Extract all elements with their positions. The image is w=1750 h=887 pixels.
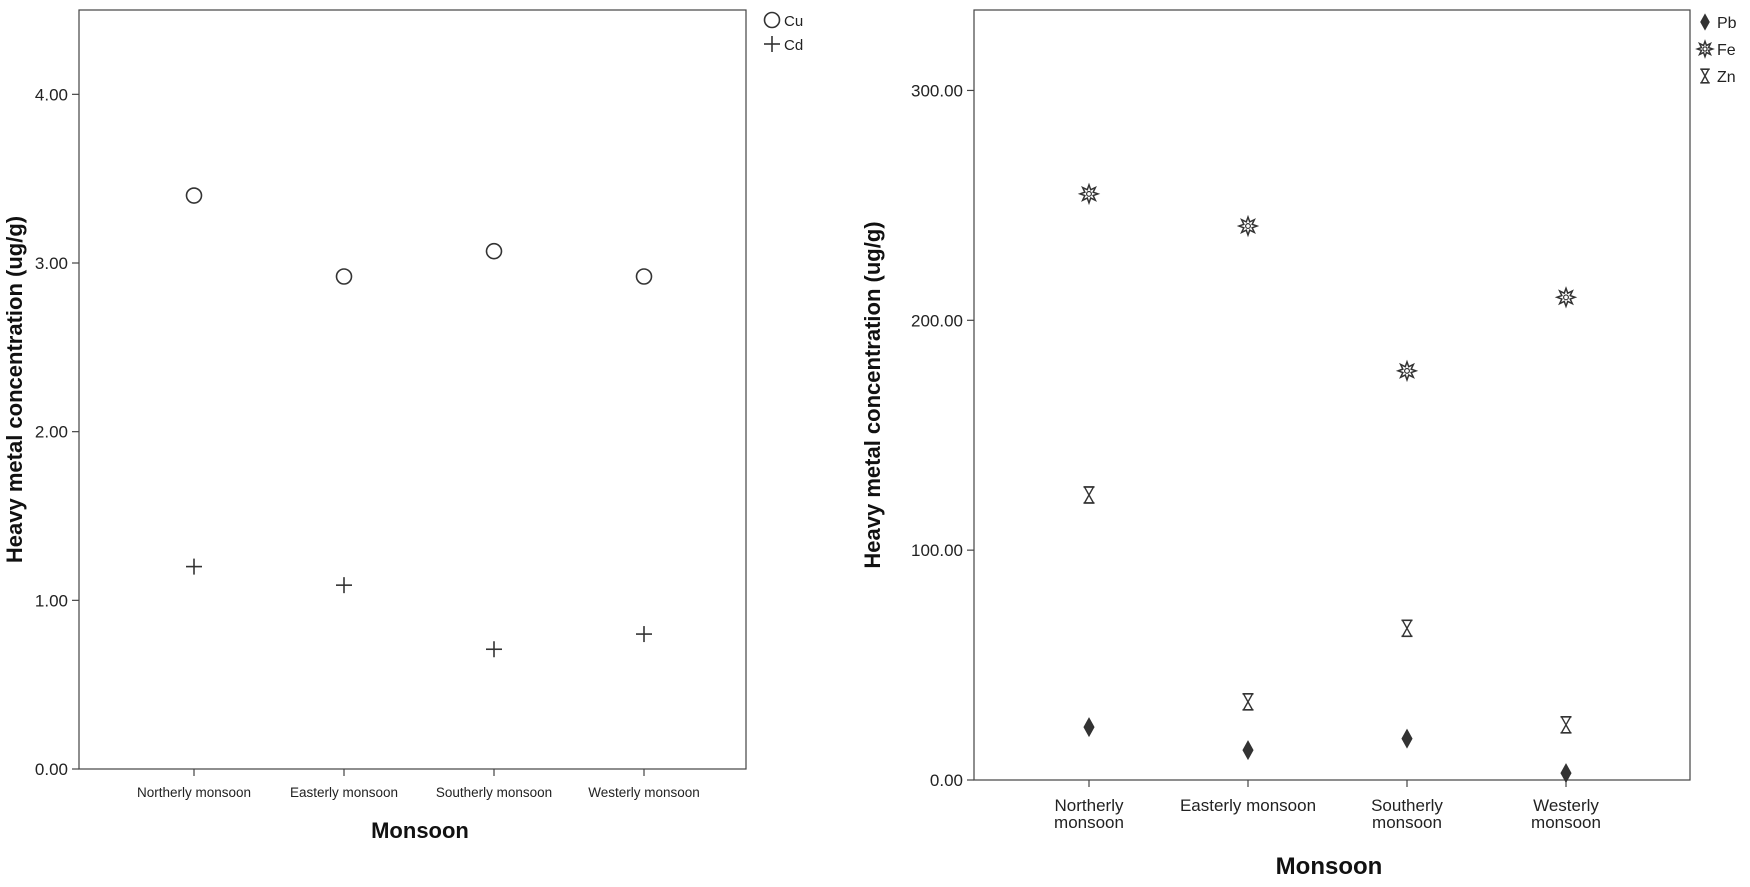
data-point-fe (1077, 182, 1101, 206)
x-tick-label: Southerly monsoon (436, 785, 552, 800)
data-point-pb (1560, 763, 1572, 784)
y-tick-label: 2.00 (35, 423, 68, 442)
y-tick-label: 0.00 (930, 771, 963, 790)
legend-label-zn: Zn (1717, 69, 1736, 86)
data-point-zn (1401, 619, 1413, 638)
y-tick-label: 100.00 (911, 541, 963, 560)
y-tick-label: 300.00 (911, 81, 963, 100)
y-tick-label: 0.00 (35, 760, 68, 779)
x-axis-title: Monsoon (1276, 853, 1383, 880)
x-tick-label: Westerly (1533, 796, 1599, 815)
legend-marker-cu (763, 11, 781, 29)
chart-left: 0.00 1.00 2.00 3.00 4.00 Northerly monsoon Eas… (2, 9, 803, 843)
data-point-fe (1395, 359, 1419, 383)
legend-label-cd: Cd (784, 37, 803, 54)
x-tick-label: Northerly (1055, 796, 1124, 815)
data-point-fe (1554, 286, 1578, 309)
data-point-pb (1083, 717, 1095, 738)
chart-right: 0.00100.00200.00300.00NortherlymonsoonEa… (860, 9, 1737, 880)
x-tick-label: monsoon (1372, 813, 1442, 832)
y-tick-label: 4.00 (35, 85, 68, 104)
x-tick-label: Easterly monsoon (290, 785, 398, 800)
legend-marker-fe (1695, 39, 1715, 59)
x-tick-label: Northerly monsoon (137, 785, 251, 800)
y-tick-label: 1.00 (35, 591, 68, 610)
data-point-cd (336, 577, 352, 594)
y-tick-label: 3.00 (35, 254, 68, 273)
data-point-zn (1560, 716, 1572, 734)
legend-label-fe: Fe (1717, 42, 1736, 59)
data-point-zn (1242, 693, 1254, 711)
data-point-zn (1083, 486, 1095, 504)
data-point-cu (185, 187, 203, 204)
data-point-pb (1242, 740, 1254, 761)
legend-marker-zn (1700, 68, 1710, 84)
y-axis-title: Heavy metal concentration (ug/g) (2, 216, 27, 563)
legend-label-pb: Pb (1717, 15, 1737, 32)
x-tick-label: monsoon (1531, 813, 1601, 832)
x-tick-label: monsoon (1054, 813, 1124, 832)
y-axis-title: Heavy metal concentration (ug/g) (860, 221, 885, 568)
x-tick-label: Westerly monsoon (588, 785, 700, 800)
data-point-fe (1236, 214, 1260, 238)
data-point-cu (485, 242, 503, 260)
legend-label-cu: Cu (784, 13, 803, 30)
plot-frame (78, 9, 747, 770)
legend-marker-cd (764, 36, 780, 52)
y-tick-label: 200.00 (911, 311, 963, 330)
data-point-cd (186, 558, 202, 575)
x-tick-label: Southerly (1371, 796, 1443, 815)
data-point-cd (636, 626, 652, 643)
data-point-cu (635, 268, 653, 285)
legend-marker-pb (1700, 13, 1710, 31)
data-point-cd (486, 641, 502, 658)
data-point-pb (1401, 728, 1413, 749)
plot-frame (973, 9, 1691, 781)
x-axis-title: Monsoon (371, 818, 469, 843)
x-tick-label: Easterly monsoon (1180, 796, 1316, 815)
data-point-cu (335, 268, 353, 285)
